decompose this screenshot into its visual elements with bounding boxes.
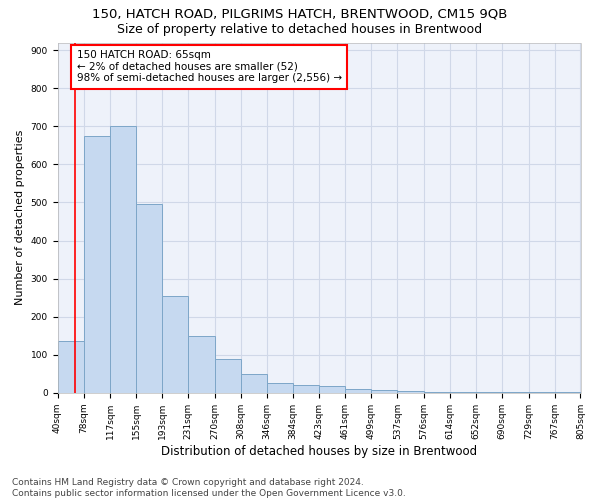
- Bar: [162, 296, 188, 393]
- Bar: [83, 136, 110, 393]
- X-axis label: Distribution of detached houses by size in Brentwood: Distribution of detached houses by size …: [161, 444, 477, 458]
- Bar: [267, 384, 293, 393]
- Bar: [188, 336, 215, 393]
- Y-axis label: Number of detached properties: Number of detached properties: [15, 130, 25, 306]
- Text: 150 HATCH ROAD: 65sqm
← 2% of detached houses are smaller (52)
98% of semi-detac: 150 HATCH ROAD: 65sqm ← 2% of detached h…: [77, 50, 342, 84]
- Text: Size of property relative to detached houses in Brentwood: Size of property relative to detached ho…: [118, 22, 482, 36]
- Text: Contains HM Land Registry data © Crown copyright and database right 2024.
Contai: Contains HM Land Registry data © Crown c…: [12, 478, 406, 498]
- Bar: [319, 386, 346, 393]
- Bar: [110, 126, 136, 393]
- Bar: [371, 390, 397, 393]
- Bar: [450, 392, 476, 393]
- Bar: [136, 204, 162, 393]
- Bar: [346, 389, 371, 393]
- Bar: [58, 342, 83, 393]
- Bar: [397, 391, 424, 393]
- Bar: [215, 360, 241, 393]
- Bar: [424, 392, 450, 393]
- Bar: [293, 385, 319, 393]
- Bar: [241, 374, 267, 393]
- Text: 150, HATCH ROAD, PILGRIMS HATCH, BRENTWOOD, CM15 9QB: 150, HATCH ROAD, PILGRIMS HATCH, BRENTWO…: [92, 8, 508, 20]
